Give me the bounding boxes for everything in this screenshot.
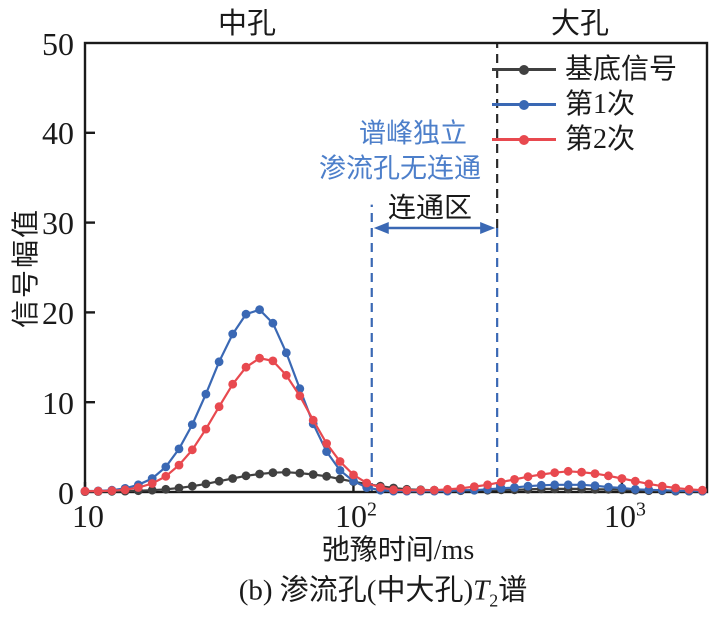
x-tick-label-10: 10 <box>72 498 104 535</box>
annotation-peak-independent: 谱峰独立 <box>359 118 467 149</box>
legend-dot-icon <box>519 134 529 145</box>
caption-t2-subscript: 2 <box>489 590 499 611</box>
legend-line-baseline <box>492 64 556 75</box>
y-tick-label-30: 30 <box>42 205 74 241</box>
caption: (b) 渗流孔(中大孔)T2谱 <box>239 567 528 612</box>
legend-item-first: 第1次 <box>492 87 677 122</box>
legend-line-first <box>492 99 556 110</box>
x-tick-base: 10 <box>72 498 104 534</box>
annotation-no-connection: 渗流孔无连通 <box>319 153 481 184</box>
x-tick-base: 10 <box>604 498 637 534</box>
legend-line-second <box>492 134 556 145</box>
y-tick-label-40: 40 <box>42 115 74 151</box>
label-macropore: 大孔 <box>550 8 610 40</box>
caption-suffix: 谱 <box>498 574 528 607</box>
y-tick-label-0: 0 <box>58 475 74 511</box>
x-tick-sup: 3 <box>636 498 646 521</box>
label-mesopore: 中孔 <box>217 8 277 40</box>
annotation-connect-zone: 连通区 <box>387 193 473 224</box>
y-tick-label-10: 10 <box>42 385 74 421</box>
legend-item-second: 第2次 <box>492 122 677 157</box>
y-tick-label-50: 50 <box>42 26 74 62</box>
legend-label: 基底信号 <box>565 53 678 85</box>
legend-item-baseline: 基底信号 <box>492 52 677 87</box>
x-tick-sup: 2 <box>367 498 377 521</box>
x-tick-label-100: 102 <box>335 498 377 535</box>
x-tick-label-1000: 103 <box>604 498 646 535</box>
legend-dot-icon <box>519 64 529 75</box>
legend-dot-icon <box>519 99 529 110</box>
x-tick-base: 10 <box>335 498 368 534</box>
legend-label: 第1次 <box>565 88 636 120</box>
legend-label: 第2次 <box>565 123 636 155</box>
caption-prefix: (b) 渗流孔(中大孔) <box>238 574 474 607</box>
x-axis-title: 弛豫时间/ms <box>321 535 475 566</box>
caption-t2-symbol: T <box>473 574 490 607</box>
legend: 基底信号 第1次 第2次 <box>492 52 677 157</box>
y-tick-label-20: 20 <box>42 295 74 331</box>
